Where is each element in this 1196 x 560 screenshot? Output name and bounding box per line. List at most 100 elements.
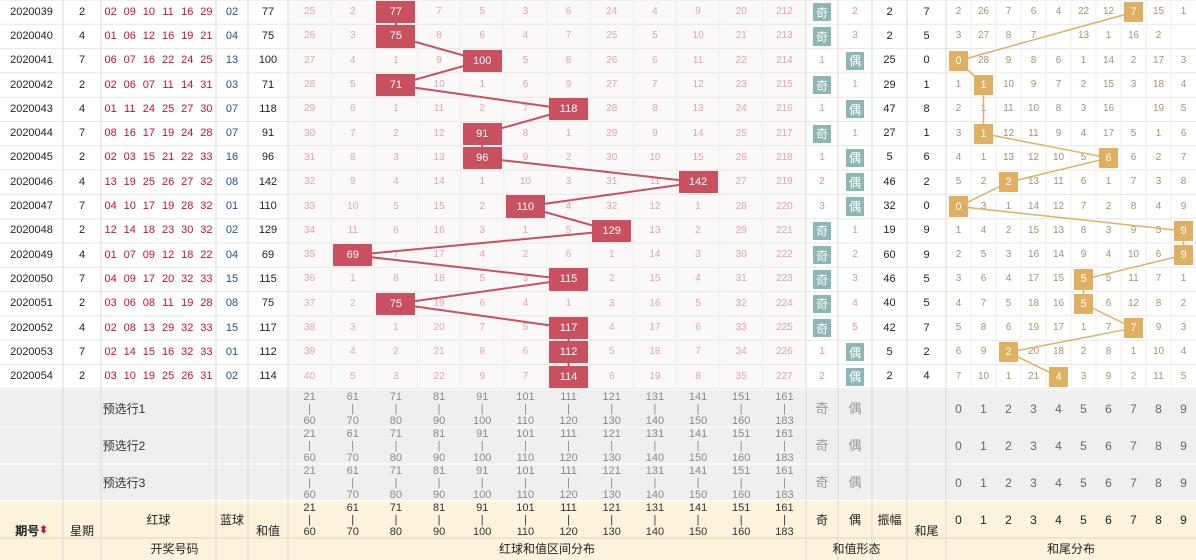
preselect-tail-digit[interactable]: 2 bbox=[1005, 475, 1012, 490]
blue-ball: 13 bbox=[225, 54, 239, 67]
preselect-tail-digit[interactable]: 4 bbox=[1055, 401, 1062, 416]
preselect-range-cell[interactable]: 81 | 90 bbox=[418, 390, 461, 427]
preselect-range-cell[interactable]: 111 | 120 bbox=[547, 464, 590, 501]
preselect-tail-digit[interactable]: 3 bbox=[1030, 438, 1037, 453]
preselect-tail-digit[interactable]: 1 bbox=[980, 401, 987, 416]
preselect-odd[interactable]: 奇 bbox=[815, 438, 829, 453]
preselect-range-cell[interactable]: 91 | 100 bbox=[461, 390, 504, 427]
preselect-range-cell[interactable]: 151 | 160 bbox=[720, 464, 763, 501]
preselect-range-cell[interactable]: 101 | 110 bbox=[504, 390, 547, 427]
tail-miss: 4 bbox=[1055, 6, 1062, 18]
preselect-range-cell[interactable]: 21 | 60 bbox=[288, 390, 331, 427]
range-high: 90 bbox=[432, 414, 446, 427]
issue-header[interactable]: 期号 ⬍ bbox=[0, 501, 63, 560]
preselect-range-cell[interactable]: 21 | 60 bbox=[288, 464, 331, 501]
red-ball: 33 bbox=[200, 272, 213, 285]
weekday-header: 星期 bbox=[69, 523, 94, 538]
preselect-range-cell[interactable]: 161 | 183 bbox=[763, 464, 806, 501]
preselect-range-cell[interactable]: 131 | 140 bbox=[633, 464, 676, 501]
preselect-odd[interactable]: 奇 bbox=[815, 475, 829, 490]
preselect-tail-digit[interactable]: 1 bbox=[980, 438, 987, 453]
preselect-range-cell[interactable]: 61 | 70 bbox=[331, 464, 374, 501]
odd-badge: 奇 bbox=[813, 3, 831, 22]
preselect-tail-digit[interactable]: 7 bbox=[1130, 401, 1137, 416]
red-ball: 24 bbox=[181, 127, 194, 140]
preselect-tail-digit[interactable]: 1 bbox=[980, 475, 987, 490]
preselect-range-cell[interactable]: 81 | 90 bbox=[418, 464, 461, 501]
preselect-tail-digit[interactable]: 9 bbox=[1180, 438, 1187, 453]
preselect-tail-digit[interactable]: 5 bbox=[1080, 438, 1087, 453]
preselect-tail-digit[interactable]: 6 bbox=[1105, 475, 1112, 490]
preselect-range-cell[interactable]: 161 | 183 bbox=[763, 427, 806, 464]
miss-count: 5 bbox=[608, 346, 615, 358]
red-ball: 02 bbox=[104, 5, 117, 18]
preselect-tail-digit[interactable]: 8 bbox=[1155, 438, 1162, 453]
miss-count: 1 bbox=[522, 224, 529, 236]
preselect-tail-digit[interactable]: 7 bbox=[1130, 475, 1137, 490]
preselect-tail-digit[interactable]: 6 bbox=[1105, 438, 1112, 453]
preselect-tail-digit[interactable]: 5 bbox=[1080, 475, 1087, 490]
preselect-tail-digit[interactable]: 0 bbox=[955, 438, 962, 453]
preselect-range-cell[interactable]: 161 | 183 bbox=[763, 390, 806, 427]
preselect-range-cell[interactable]: 121 | 130 bbox=[590, 390, 633, 427]
sort-icon[interactable]: ⬍ bbox=[39, 524, 48, 536]
preselect-even[interactable]: 偶 bbox=[848, 401, 862, 416]
preselect-tail-digit[interactable]: 6 bbox=[1105, 401, 1112, 416]
preselect-even[interactable]: 偶 bbox=[848, 475, 862, 490]
red-ball: 19 bbox=[123, 175, 136, 188]
preselect-range-cell[interactable]: 151 | 160 bbox=[720, 427, 763, 464]
preselect-range-cell[interactable]: 71 | 80 bbox=[374, 390, 417, 427]
red-ball: 12 bbox=[142, 29, 156, 42]
preselect-tail-digit[interactable]: 2 bbox=[1005, 401, 1012, 416]
miss-count: 20 bbox=[735, 6, 747, 18]
preselect-range-cell[interactable]: 61 | 70 bbox=[331, 390, 374, 427]
preselect-tail-digit[interactable]: 4 bbox=[1055, 438, 1062, 453]
range-high: 70 bbox=[346, 451, 359, 464]
preselect-tail-digit[interactable]: 2 bbox=[1005, 438, 1012, 453]
red-ball: 27 bbox=[181, 102, 194, 115]
preselect-range-cell[interactable]: 151 | 160 bbox=[720, 390, 763, 427]
preselect-range-cell[interactable]: 131 | 140 bbox=[633, 390, 676, 427]
preselect-tail-digit[interactable]: 9 bbox=[1180, 401, 1187, 416]
miss-count: 10 bbox=[692, 30, 704, 42]
preselect-tail-digit[interactable]: 8 bbox=[1155, 475, 1162, 490]
preselect-tail-digit[interactable]: 3 bbox=[1030, 401, 1037, 416]
preselect-range-cell[interactable]: 21 | 60 bbox=[288, 427, 331, 464]
range-separator: | bbox=[739, 402, 743, 415]
preselect-range-cell[interactable]: 121 | 130 bbox=[590, 427, 633, 464]
preselect-range-cell[interactable]: 101 | 110 bbox=[504, 427, 547, 464]
preselect-range-cell[interactable]: 111 | 120 bbox=[547, 390, 590, 427]
preselect-tail-digit[interactable]: 3 bbox=[1030, 475, 1037, 490]
range-high: 120 bbox=[559, 488, 578, 501]
red-ball: 11 bbox=[162, 5, 174, 18]
preselect-tail-digit[interactable]: 8 bbox=[1155, 401, 1162, 416]
preselect-range-cell[interactable]: 91 | 100 bbox=[461, 464, 504, 501]
preselect-range-cell[interactable]: 141 | 150 bbox=[677, 390, 720, 427]
preselect-range-cell[interactable]: 111 | 120 bbox=[547, 427, 590, 464]
range-separator: | bbox=[523, 513, 527, 526]
preselect-tail-digit[interactable]: 7 bbox=[1130, 438, 1137, 453]
preselect-range-cell[interactable]: 141 | 150 bbox=[677, 427, 720, 464]
preselect-range-cell[interactable]: 141 | 150 bbox=[677, 464, 720, 501]
preselect-range-cell[interactable]: 131 | 140 bbox=[633, 427, 676, 464]
preselect-tail-digit[interactable]: 5 bbox=[1080, 401, 1087, 416]
preselect-range-cell[interactable]: 91 | 100 bbox=[461, 427, 504, 464]
preselect-even[interactable]: 偶 bbox=[848, 438, 862, 453]
preselect-range-cell[interactable]: 71 | 80 bbox=[374, 427, 417, 464]
preselect-range-cell[interactable]: 61 | 70 bbox=[331, 427, 374, 464]
preselect-odd[interactable]: 奇 bbox=[815, 401, 829, 416]
preselect-tail-digit[interactable]: 0 bbox=[955, 475, 962, 490]
tail-miss: 3 bbox=[1080, 370, 1087, 382]
preselect-range-cell[interactable]: 81 | 90 bbox=[418, 427, 461, 464]
range-separator: | bbox=[308, 439, 311, 452]
sum-cell: 100 bbox=[258, 54, 278, 67]
preselect-range-cell[interactable]: 71 | 80 bbox=[374, 464, 417, 501]
preselect-range-cell[interactable]: 121 | 130 bbox=[590, 464, 633, 501]
weekday-cell: 4 bbox=[78, 29, 86, 42]
issue-cell: 2020043 bbox=[10, 102, 53, 115]
preselect-tail-digit[interactable]: 0 bbox=[955, 401, 962, 416]
preselect-range-cell[interactable]: 101 | 110 bbox=[504, 464, 547, 501]
preselect-tail-digit[interactable]: 4 bbox=[1055, 475, 1062, 490]
tail-miss: 2 bbox=[1080, 79, 1087, 91]
preselect-tail-digit[interactable]: 9 bbox=[1180, 475, 1187, 490]
